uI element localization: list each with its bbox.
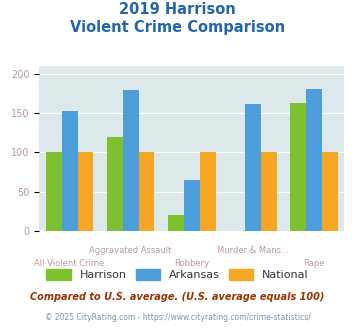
Bar	[123, 89, 138, 231]
Bar	[245, 105, 261, 231]
Text: Rape: Rape	[303, 259, 324, 268]
Text: Robbery: Robbery	[174, 259, 209, 268]
Bar	[138, 152, 154, 231]
Text: Violent Crime Comparison: Violent Crime Comparison	[70, 20, 285, 35]
Bar	[107, 137, 123, 231]
Bar	[184, 180, 200, 231]
Text: © 2025 CityRating.com - https://www.cityrating.com/crime-statistics/: © 2025 CityRating.com - https://www.city…	[45, 313, 310, 322]
Bar	[322, 152, 338, 231]
Text: 2019 Harrison: 2019 Harrison	[119, 2, 236, 16]
Text: Compared to U.S. average. (U.S. average equals 100): Compared to U.S. average. (U.S. average …	[30, 292, 325, 302]
Bar	[290, 103, 306, 231]
Bar	[77, 152, 93, 231]
Text: Aggravated Assault: Aggravated Assault	[89, 246, 172, 255]
Bar	[306, 89, 322, 231]
Bar	[62, 111, 77, 231]
Legend: Harrison, Arkansas, National: Harrison, Arkansas, National	[42, 265, 313, 285]
Bar	[168, 215, 184, 231]
Bar	[261, 152, 277, 231]
Text: Murder & Mans...: Murder & Mans...	[217, 246, 289, 255]
Text: All Violent Crime: All Violent Crime	[34, 259, 105, 268]
Bar	[200, 152, 215, 231]
Bar	[46, 152, 62, 231]
